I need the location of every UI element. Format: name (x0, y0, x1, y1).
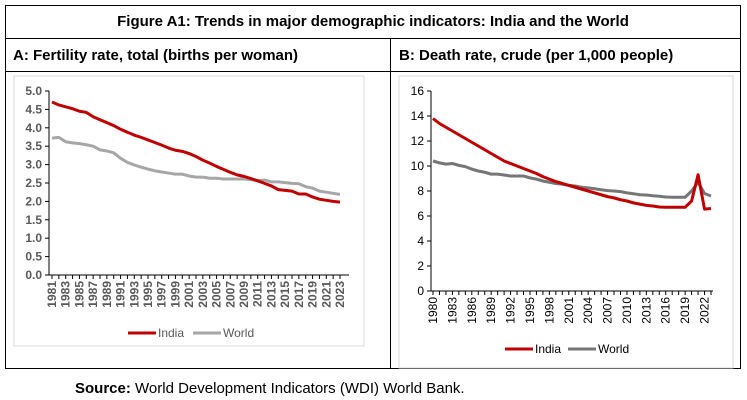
x-tick-label: 2013 (264, 281, 278, 308)
x-tick-label: 1981 (45, 281, 59, 308)
x-tick-label: 2023 (333, 281, 347, 308)
x-tick-label: 2001 (562, 297, 576, 324)
y-tick-label: 3.5 (25, 139, 42, 153)
x-tick-label: 2019 (306, 281, 320, 308)
series-line-india (51, 100, 341, 204)
panel-divider (390, 39, 391, 369)
chart-area-border (13, 75, 365, 347)
x-tick-label: 1991 (114, 281, 128, 308)
x-tick-label: 1999 (168, 281, 182, 308)
x-tick-label: 1980 (426, 297, 440, 324)
x-tick-label: 1989 (100, 281, 114, 308)
y-tick-label: 4 (417, 234, 424, 248)
x-tick-label: 1985 (72, 281, 86, 308)
legend-label: India (535, 342, 561, 356)
x-tick-label: 1992 (504, 297, 518, 324)
x-tick-label: 2003 (196, 281, 210, 308)
series-line-india (432, 117, 712, 211)
x-tick-label: 1995 (523, 297, 537, 324)
x-tick-label: 2016 (659, 297, 673, 324)
y-tick-label: 1.0 (25, 231, 42, 245)
x-tick-label: 1983 (59, 281, 73, 308)
y-tick-label: 2 (417, 259, 424, 273)
x-tick-label: 2017 (292, 281, 306, 308)
legend-label: World (598, 342, 629, 356)
x-tick-label: 2007 (223, 281, 237, 308)
source-label: Source: (75, 380, 131, 397)
x-tick-label: 1989 (484, 297, 498, 324)
x-tick-label: 2005 (210, 281, 224, 308)
figure-title: Figure A1: Trends in major demographic i… (5, 5, 741, 39)
chart-b-title: B: Death rate, crude (per 1,000 people) (391, 39, 741, 72)
x-tick-label: 2004 (581, 297, 595, 324)
x-tick-label: 1983 (445, 297, 459, 324)
x-tick-label: 2011 (251, 281, 265, 307)
y-tick-label: 6 (417, 209, 424, 223)
y-tick-label: 16 (411, 84, 425, 98)
x-tick-label: 2015 (278, 281, 292, 308)
x-tick-label: 2007 (601, 297, 615, 324)
series-line-world (51, 135, 341, 196)
source-note: Source: World Development Indicators (WD… (75, 380, 465, 397)
legend-label: India (158, 326, 184, 340)
y-tick-label: 3.0 (25, 158, 42, 172)
x-tick-label: 1995 (141, 281, 155, 308)
y-tick-label: 14 (411, 109, 425, 123)
x-tick-label: 2013 (639, 297, 653, 324)
y-tick-label: 0 (417, 284, 424, 298)
chart-a-title: A: Fertility rate, total (births per wom… (5, 39, 391, 72)
chart-area-border (398, 75, 734, 369)
x-tick-label: 2010 (620, 297, 634, 324)
y-tick-label: 10 (411, 159, 425, 173)
x-tick-label: 1986 (465, 297, 479, 324)
y-tick-label: 2.0 (25, 194, 42, 208)
x-tick-label: 1993 (127, 281, 141, 308)
y-tick-label: 1.5 (25, 213, 42, 227)
series-line-world (432, 159, 712, 199)
y-tick-label: 2.5 (25, 176, 42, 190)
y-tick-label: 12 (411, 134, 425, 148)
x-tick-label: 2022 (698, 297, 712, 324)
legend-label: World (223, 326, 254, 340)
y-tick-label: 4.5 (25, 102, 42, 116)
y-tick-label: 0.0 (25, 268, 42, 282)
y-tick-label: 0.5 (25, 250, 42, 264)
y-tick-label: 8 (417, 184, 424, 198)
x-tick-label: 1987 (86, 281, 100, 308)
x-tick-label: 2019 (678, 297, 692, 324)
y-tick-label: 4.0 (25, 121, 42, 135)
y-tick-label: 5.0 (25, 84, 42, 98)
figure-frame (5, 5, 741, 369)
x-tick-label: 2021 (319, 281, 333, 308)
x-tick-label: 1997 (155, 281, 169, 308)
x-tick-label: 2009 (237, 281, 251, 308)
x-tick-label: 2001 (182, 281, 196, 308)
source-text: World Development Indicators (WDI) World… (130, 380, 465, 397)
x-tick-label: 1998 (542, 297, 556, 324)
